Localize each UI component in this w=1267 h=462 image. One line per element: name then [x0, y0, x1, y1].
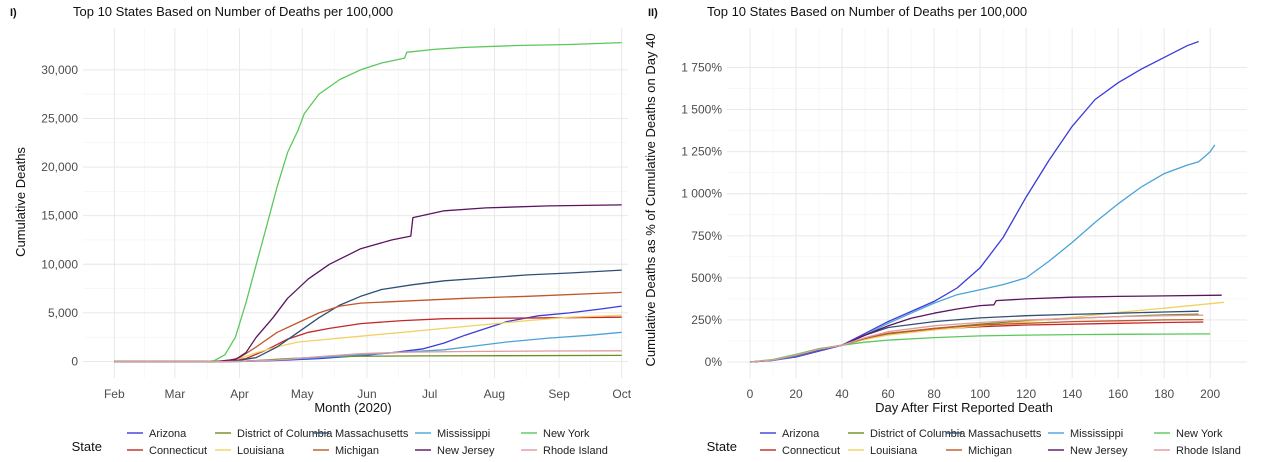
series-line-new-york [749, 333, 1211, 363]
y-tick-labels-left: 0 5,000 10,000 15,000 20,000 25,000 30,000 [41, 63, 78, 369]
legend-entry-left: District of Columbia [237, 428, 333, 440]
x-tick-label: Jul [422, 387, 437, 401]
series-line-connecticut [749, 321, 1204, 363]
panel-tag-right: II) [648, 7, 658, 19]
legend-entry-left: Rhode Island [543, 445, 608, 457]
x-tick-label: Oct [612, 387, 631, 401]
x-tick-label: Aug [484, 387, 505, 401]
legend-entry-right: Louisiana [870, 445, 918, 457]
x-tick-label: 200 [1200, 387, 1220, 401]
legend-entry-left: Louisiana [237, 445, 285, 457]
y-tick-labels-right: 0% 250% 500% 750% 1 000% 1 250% 1 500% 1 750% [681, 61, 722, 369]
legend-entry-left: Massachusetts [335, 428, 409, 440]
series-line-louisiana [114, 314, 622, 363]
x-tick-label: 80 [927, 387, 941, 401]
x-tick-label: 0 [747, 387, 754, 401]
legend-entry-right: New Jersey [1070, 445, 1128, 457]
grid-left [83, 28, 628, 378]
legend-entry-right: Mississippi [1070, 428, 1123, 440]
series-line-new-york [114, 41, 622, 363]
legend-entry-right: Michigan [968, 445, 1012, 457]
series-line-mississippi [114, 331, 622, 363]
panel-left: I) Top 10 States Based on Number of Deat… [10, 4, 632, 457]
y-tick-label: 0% [705, 355, 723, 369]
y-tick-label: 500% [691, 271, 722, 285]
x-tick-label: 160 [1108, 387, 1128, 401]
x-tick-label: Jun [357, 387, 376, 401]
series-line-district-of-columbia [114, 354, 622, 363]
series-line-new-jersey [749, 294, 1222, 363]
y-axis-title-right: Cumulative Deaths as % of Cumulative Dea… [643, 33, 658, 366]
legend-entry-right: Rhode Island [1176, 445, 1241, 457]
y-tick-label: 10,000 [41, 257, 78, 271]
y-tick-label: 25,000 [41, 111, 78, 125]
y-tick-label: 1 000% [681, 187, 722, 201]
legend-left: State Arizona Connecticut District of Colu… [72, 428, 608, 457]
x-tick-label: 60 [881, 387, 895, 401]
y-tick-label: 1 500% [681, 103, 722, 117]
x-tick-label: 20 [789, 387, 803, 401]
x-tick-label: 140 [1062, 387, 1082, 401]
panel-tag-left: I) [10, 7, 17, 19]
series-line-arizona [749, 40, 1199, 363]
y-tick-label: 250% [691, 313, 722, 327]
y-tick-label: 20,000 [41, 160, 78, 174]
y-axis-title-left: Cumulative Deaths [13, 147, 28, 257]
x-axis-title-left: Month (2020) [314, 400, 391, 415]
x-tick-label: 180 [1154, 387, 1174, 401]
x-tick-label: 100 [970, 387, 990, 401]
legend-entry-right: Connecticut [782, 445, 840, 457]
legend-entry-left: New York [543, 428, 590, 440]
grid-right [727, 28, 1247, 378]
x-tick-labels-right: 0 20 40 60 80 100 120 140 160 180 200 [747, 387, 1221, 401]
y-tick-label: 15,000 [41, 209, 78, 223]
legend-title-right: State [707, 439, 737, 454]
y-tick-label: 1 250% [681, 145, 722, 159]
x-axis-title-right: Day After First Reported Death [875, 400, 1053, 415]
x-tick-labels-left: Feb Mar Apr May Jun Jul Aug Sep Oct [104, 387, 632, 401]
x-tick-label: Feb [104, 387, 125, 401]
legend-entry-right: Arizona [782, 428, 820, 440]
x-tick-label: Mar [165, 387, 186, 401]
x-tick-label: May [291, 387, 314, 401]
series-line-massachusetts [114, 269, 622, 363]
legend-entry-right: District of Columbia [870, 428, 966, 440]
series-line-connecticut [114, 316, 622, 363]
panel-right: II) Top 10 States Based on Number of Dea… [643, 4, 1247, 457]
legend-entry-left: Michigan [335, 445, 379, 457]
y-tick-label: 1 750% [681, 61, 722, 75]
legend-entry-left: Mississippi [437, 428, 490, 440]
series-line-michigan [114, 291, 622, 363]
series-line-arizona [114, 305, 622, 363]
x-tick-label: 120 [1016, 387, 1036, 401]
legend-title-left: State [72, 439, 102, 454]
series-line-louisiana [749, 301, 1225, 363]
chart-title-left: Top 10 States Based on Number of Deaths … [73, 4, 393, 19]
series-layer-left [114, 41, 622, 363]
x-tick-label: Sep [548, 387, 570, 401]
y-tick-label: 5,000 [48, 306, 78, 320]
legend-entry-right: New York [1176, 428, 1223, 440]
x-tick-label: Apr [230, 387, 249, 401]
chart-title-right: Top 10 States Based on Number of Deaths … [707, 4, 1027, 19]
y-tick-label: 750% [691, 229, 722, 243]
x-tick-label: 40 [835, 387, 849, 401]
legend-entry-left: Arizona [149, 428, 187, 440]
series-line-new-jersey [114, 204, 622, 363]
legend-right: State Arizona Connecticut District of Colu… [707, 428, 1241, 457]
legend-entry-left: New Jersey [437, 445, 495, 457]
series-line-district-of-columbia [749, 313, 1199, 363]
series-line-mississippi [749, 144, 1216, 363]
series-layer-right [749, 40, 1225, 363]
series-line-rhode-island [114, 350, 622, 363]
legend-entry-right: Massachusetts [968, 428, 1042, 440]
y-tick-label: 30,000 [41, 63, 78, 77]
series-line-rhode-island [749, 314, 1204, 363]
legend-entry-left: Connecticut [149, 445, 207, 457]
y-tick-label: 0 [71, 354, 78, 368]
